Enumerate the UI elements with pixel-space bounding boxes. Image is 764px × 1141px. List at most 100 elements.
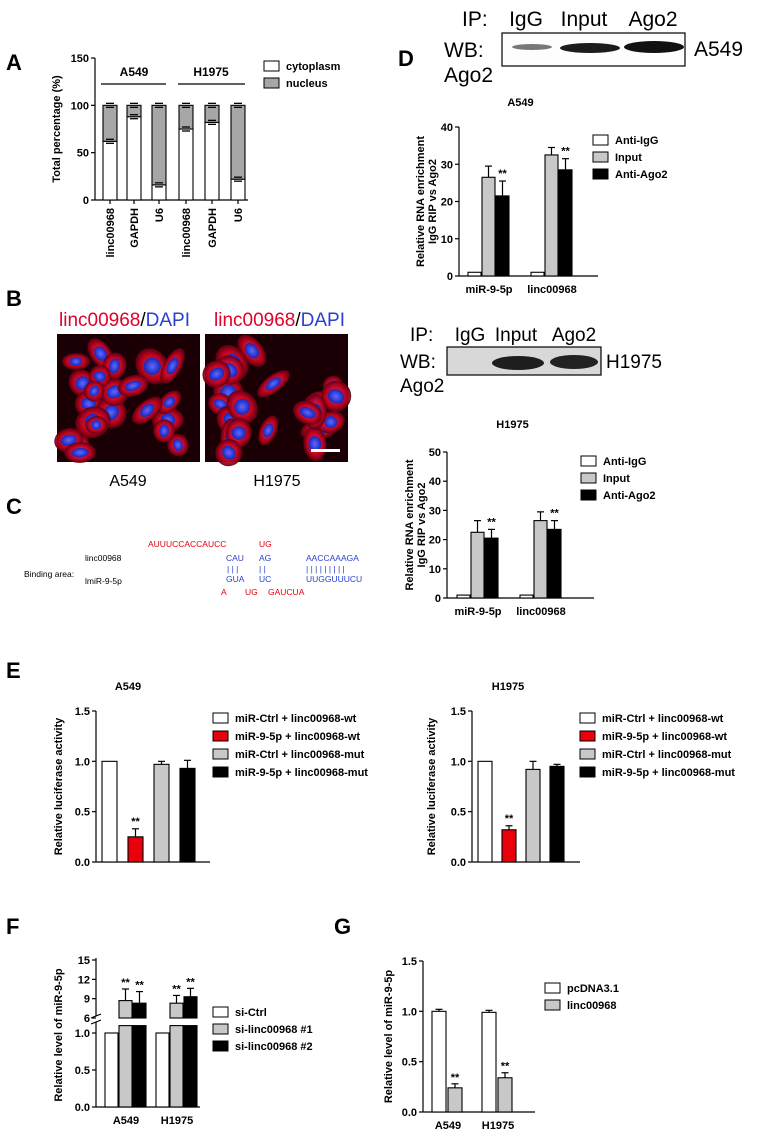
chartA-bar-cytoplasm [204,121,220,201]
band-input [492,356,544,370]
nucleus [159,424,170,438]
mir-unpaired-1: A [221,587,227,597]
cell-label-h1975: H1975 [253,473,300,490]
chartA-x-tick-label: GAPDH [129,208,141,248]
lnc-seq-1: CAU [226,553,244,563]
chartF-y-tick-label: 15 [78,955,90,967]
chartD2-bar [484,537,499,599]
chartF-y-tick-label: 9 [84,994,90,1006]
chartD2-legend-label: Input [603,473,630,485]
chartE2-y-tick-label: 0.5 [451,807,466,819]
band-igg [512,44,552,50]
chartD1-x-tick-label: linc00968 [527,284,577,296]
chartD1-title: A549 [507,97,533,109]
chartG-legend-label: pcDNA3.1 [567,983,619,995]
chartG-x-tick-label: H1975 [482,1120,514,1132]
chartD1-y-tick-label: 40 [441,122,453,134]
chartA-bar-cytoplasm [178,128,194,201]
chartE1-y-tick-label: 0.0 [75,857,90,869]
nucleus [308,436,322,452]
chartE1-legend-swatch [212,712,229,724]
chartF-significance: ** [172,983,181,995]
lnc-seq-2: AG [259,553,271,563]
chartD2-legend-label: Anti-IgG [603,456,646,468]
nucleus [234,398,251,415]
chartE1-bar [127,836,144,863]
chartE2-legend-swatch [579,748,596,760]
chartE1-y-tick-label: 1.0 [75,756,90,768]
chartE2-bar [477,760,493,863]
chartF-y-label: Relative level of miR-9-5p [53,968,65,1102]
mir-unpaired-2: UG [245,587,258,597]
chartF-break-mark [90,1013,102,1019]
chartE2-bar [501,829,517,863]
chartD2-x-tick-label: miR-9-5p [454,606,501,618]
chartG-legend-swatch [544,999,561,1011]
chartF-legend-label: si-Ctrl [235,1007,267,1019]
chartF-bar-high [118,1000,133,1019]
panel-label-g: G [334,914,351,939]
chartE1-y-tick-label: 1.5 [75,706,90,718]
stain-label-h1975: linc00968/DAPI [214,310,345,331]
chartF-significance: ** [186,976,195,988]
microscopy-h1975 [202,334,352,467]
chartE2-bar [525,768,541,863]
nucleus [172,438,183,452]
chartD2-legend-label: Anti-Ago2 [603,490,656,502]
chartF-y-tick-label: 0.5 [75,1065,90,1077]
chartE2-y-label: Relative luciferase activity [426,717,438,855]
chartD1-legend-swatch [592,151,609,163]
chartE2-legend-swatch [579,730,596,742]
chartE1-legend-label: miR-Ctrl + linc00968-mut [235,749,365,761]
chartF-legend-swatch [212,1040,229,1052]
chartG-bar [431,1010,447,1113]
chartD2-y-tick-label: 30 [429,505,441,517]
chartD2-legend-swatch [580,489,597,501]
panel-label-e: E [6,658,21,683]
chartE2-significance: ** [505,813,514,825]
chartD2-y-tick-label: 20 [429,535,441,547]
band-ago2 [550,355,598,369]
chartE2-title: H1975 [492,681,524,693]
wb-label: WB: [444,39,484,62]
chartF-y-tick-label: 0.0 [75,1102,90,1114]
chartD2-bar [456,594,471,599]
chartD1-legend-label: Input [615,152,642,164]
chartA-bar-nucleus [204,104,220,123]
chartA-bar-nucleus [151,104,167,186]
chartE1-bar [153,763,170,863]
chartF-bar-low [132,1025,147,1108]
nucleus [71,447,89,458]
chartA-bar-cytoplasm [230,178,246,201]
chartE1-legend-swatch [212,730,229,742]
chartA-legend-label: cytoplasm [286,61,341,73]
chartD2-y-tick-label: 40 [429,476,441,488]
chartD1-significance: ** [561,146,570,158]
chartF-legend-label: si-linc00968 #2 [235,1041,313,1053]
cell-label-a549: A549 [109,473,146,490]
chartG-bar [447,1087,463,1113]
chartE2-legend-label: miR-9-5p + linc00968-mut [602,767,735,779]
chartF-legend-label: si-linc00968 #1 [235,1024,313,1036]
chartA-group-label: H1975 [193,65,229,79]
chartG-x-tick-label: A549 [435,1120,461,1132]
pairs-2: | | [259,564,266,574]
chartD1-y-tick-label: 0 [447,271,453,283]
chartF-bar-high [169,1002,184,1019]
chartF-x-tick-label: A549 [113,1115,139,1127]
lane-input: Input [495,325,538,346]
lane-ago2: Ago2 [628,8,677,31]
western-blot-a549: IP: IgG Input Ago2 WB: Ago2 A549 [444,8,743,87]
panel-label-f: F [6,914,19,939]
chartF-bar-low [169,1025,184,1108]
chartE2-y-tick-label: 0.0 [451,857,466,869]
chartF-legend-swatch [212,1006,229,1018]
band-ago2 [624,41,684,53]
chartA-bar-nucleus [230,104,246,180]
band-input [560,43,620,53]
chartA-y-tick-label: 50 [77,148,89,160]
cell-line-label: H1975 [606,352,662,373]
nucleus [60,434,77,446]
chartD2-bar [547,528,562,599]
